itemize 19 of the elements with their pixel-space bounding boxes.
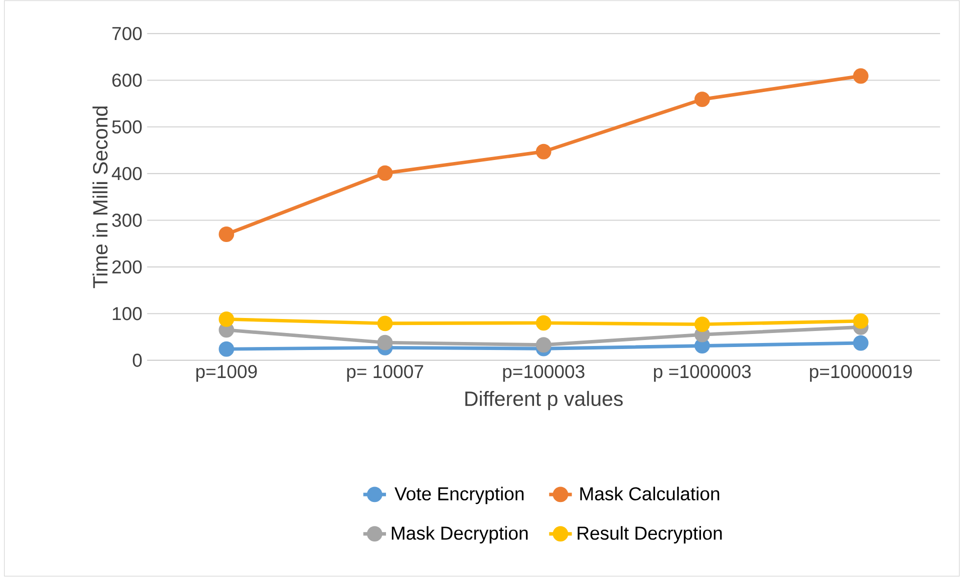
y-tick-label: 100 [112, 307, 142, 320]
y-tick-label: 500 [112, 120, 142, 134]
y-tick-label: 300 [112, 214, 142, 227]
x-tick-label: p =1000003 [654, 365, 751, 382]
legend-label: Mask Calculation [580, 486, 720, 501]
x-tick-label: p=100003 [503, 365, 584, 382]
x-tick-label: p= 10007 [347, 365, 424, 382]
x-axis-title: Different p values [465, 391, 623, 410]
y-tick-label: 200 [112, 260, 142, 274]
y-tick-label: 0 [132, 354, 142, 367]
x-tick-label: p=1009 [196, 365, 257, 382]
y-tick-label: 700 [112, 27, 142, 40]
legend-label: Result Decryption [578, 526, 722, 544]
legend-label: Mask Decryption [392, 526, 528, 544]
legend-label: Vote Encryption [394, 486, 524, 504]
x-tick-label: p=10000019 [810, 365, 912, 382]
y-tick-label: 600 [112, 74, 142, 87]
y-tick-label: 400 [112, 167, 142, 180]
y-axis-title: Time in Milli Second [92, 106, 108, 288]
